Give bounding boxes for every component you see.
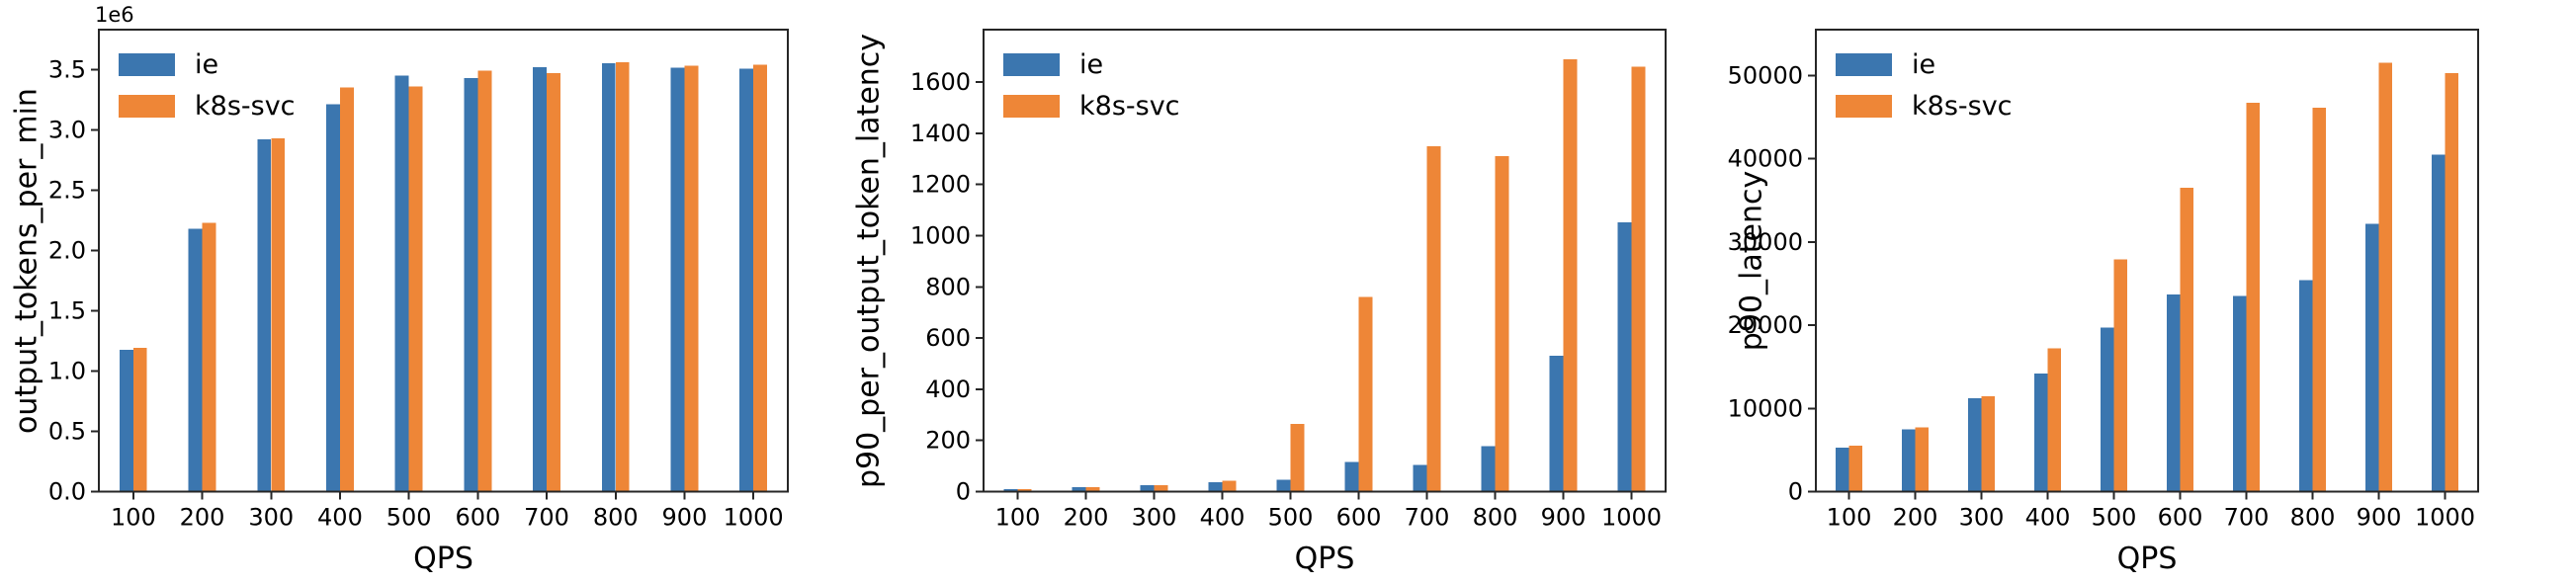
legend-label-ie: ie bbox=[195, 49, 219, 80]
svg-text:600: 600 bbox=[2158, 504, 2203, 532]
svg-text:500: 500 bbox=[1268, 504, 1314, 532]
svg-text:900: 900 bbox=[2357, 504, 2402, 532]
svg-text:900: 900 bbox=[1541, 504, 1587, 532]
svg-text:0.0: 0.0 bbox=[48, 478, 86, 506]
legend-item-k8s-svc: k8s-svc bbox=[119, 93, 296, 120]
legend-label-ie: ie bbox=[1912, 49, 1936, 80]
y-axis-label: p90_latency bbox=[1734, 170, 1769, 351]
legend-swatch-ie bbox=[1003, 53, 1060, 76]
svg-text:20000: 20000 bbox=[1728, 311, 1803, 339]
svg-text:600: 600 bbox=[455, 504, 500, 532]
svg-text:1400: 1400 bbox=[910, 120, 971, 147]
legend-item-k8s-svc: k8s-svc bbox=[1003, 93, 1180, 120]
plot-area-output-tokens-per-min: 0.0 0.5 1.0 1.5 2.0 2.5 3.0 3.5 100 200 300 400 500 6… bbox=[48, 29, 789, 532]
svg-text:800: 800 bbox=[925, 273, 971, 300]
plot-area-p90-latency: 0 10000 20000 30000 40000 50000 100 200 300 400 50… bbox=[1728, 29, 2479, 532]
svg-text:1000: 1000 bbox=[2415, 504, 2475, 532]
chart-panel-p90-latency: 0 10000 20000 30000 40000 50000 100 200 300 400 50… bbox=[1718, 0, 2576, 585]
svg-text:400: 400 bbox=[1200, 504, 1245, 532]
legend-label-k8s-svc: k8s-svc bbox=[1912, 91, 2013, 122]
svg-text:800: 800 bbox=[1473, 504, 1518, 532]
legend-item-ie: ie bbox=[1836, 51, 2013, 78]
svg-text:3.5: 3.5 bbox=[48, 55, 86, 83]
svg-text:300: 300 bbox=[1132, 504, 1177, 532]
svg-text:400: 400 bbox=[317, 504, 363, 532]
svg-text:1.5: 1.5 bbox=[48, 296, 86, 324]
chart-panel-p90-per-output-token-latency: 0 200 400 600 800 1000 1200 1400 1600 100 200 300 40… bbox=[852, 0, 1718, 585]
svg-text:3.0: 3.0 bbox=[48, 116, 86, 143]
legend-swatch-ie bbox=[1836, 53, 1892, 76]
svg-text:300: 300 bbox=[248, 504, 294, 532]
svg-text:500: 500 bbox=[2092, 504, 2137, 532]
svg-text:50000: 50000 bbox=[1728, 61, 1803, 89]
svg-text:10000: 10000 bbox=[1728, 394, 1803, 422]
svg-text:300: 300 bbox=[1959, 504, 2005, 532]
svg-text:0: 0 bbox=[1788, 478, 1803, 506]
svg-text:600: 600 bbox=[925, 324, 971, 352]
svg-text:900: 900 bbox=[662, 504, 708, 532]
legend-item-k8s-svc: k8s-svc bbox=[1836, 93, 2013, 120]
axis-offset-text: 1e6 bbox=[95, 3, 134, 27]
svg-text:400: 400 bbox=[2025, 504, 2071, 532]
svg-text:1000: 1000 bbox=[1601, 504, 1662, 532]
svg-text:100: 100 bbox=[1827, 504, 1872, 532]
legend: ie k8s-svc bbox=[1836, 51, 2013, 120]
legend: ie k8s-svc bbox=[1003, 51, 1180, 120]
y-axis-label: p90_per_output_token_latency bbox=[851, 33, 887, 488]
svg-text:0.5: 0.5 bbox=[48, 417, 86, 445]
svg-text:2.0: 2.0 bbox=[48, 236, 86, 264]
svg-text:700: 700 bbox=[2224, 504, 2270, 532]
svg-text:200: 200 bbox=[1893, 504, 1938, 532]
chart-panel-output-tokens-per-min: 0.0 0.5 1.0 1.5 2.0 2.5 3.0 3.5 100 200 300 400 500 6… bbox=[0, 0, 859, 585]
svg-text:500: 500 bbox=[386, 504, 432, 532]
svg-text:2.5: 2.5 bbox=[48, 176, 86, 204]
legend-swatch-k8s-svc bbox=[119, 95, 175, 118]
svg-text:800: 800 bbox=[2290, 504, 2336, 532]
svg-text:30000: 30000 bbox=[1728, 228, 1803, 256]
svg-text:1000: 1000 bbox=[724, 504, 784, 532]
legend-label-ie: ie bbox=[1079, 49, 1104, 80]
legend-swatch-k8s-svc bbox=[1003, 95, 1060, 118]
svg-text:400: 400 bbox=[925, 376, 971, 403]
svg-text:200: 200 bbox=[1064, 504, 1109, 532]
svg-text:40000: 40000 bbox=[1728, 145, 1803, 173]
svg-text:200: 200 bbox=[925, 427, 971, 455]
plot-area-p90-per-output-token-latency: 0 200 400 600 800 1000 1200 1400 1600 100 200 300 40… bbox=[910, 29, 1667, 532]
legend: ie k8s-svc bbox=[119, 51, 296, 120]
svg-text:1600: 1600 bbox=[910, 68, 971, 96]
legend-label-k8s-svc: k8s-svc bbox=[195, 91, 296, 122]
svg-text:700: 700 bbox=[524, 504, 569, 532]
legend-item-ie: ie bbox=[119, 51, 296, 78]
svg-text:1000: 1000 bbox=[910, 221, 971, 249]
legend-swatch-k8s-svc bbox=[1836, 95, 1892, 118]
svg-text:0: 0 bbox=[956, 478, 971, 506]
svg-text:1.0: 1.0 bbox=[48, 357, 86, 384]
svg-text:700: 700 bbox=[1405, 504, 1450, 532]
legend-label-k8s-svc: k8s-svc bbox=[1079, 91, 1180, 122]
y-axis-label: output_tokens_per_min bbox=[9, 87, 44, 434]
svg-text:100: 100 bbox=[995, 504, 1041, 532]
svg-text:800: 800 bbox=[593, 504, 639, 532]
x-axis-label: QPS bbox=[413, 542, 473, 576]
x-axis-label: QPS bbox=[2116, 542, 2178, 576]
svg-text:600: 600 bbox=[1336, 504, 1382, 532]
legend-item-ie: ie bbox=[1003, 51, 1180, 78]
svg-text:200: 200 bbox=[180, 504, 225, 532]
svg-text:1200: 1200 bbox=[910, 171, 971, 199]
x-axis-label: QPS bbox=[1294, 542, 1355, 576]
legend-swatch-ie bbox=[119, 53, 175, 76]
svg-text:100: 100 bbox=[111, 504, 156, 532]
